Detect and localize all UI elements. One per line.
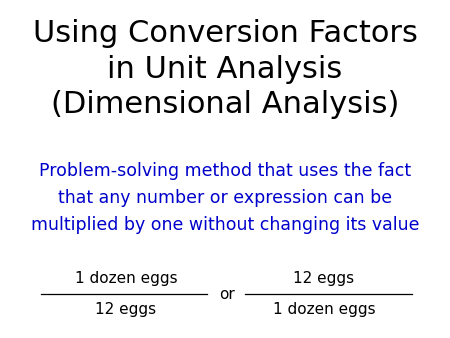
Text: or: or (220, 287, 235, 301)
Text: in Unit Analysis: in Unit Analysis (108, 55, 342, 84)
Text: that any number or expression can be: that any number or expression can be (58, 189, 392, 207)
Text: Problem-solving method that uses the fact: Problem-solving method that uses the fac… (39, 162, 411, 180)
Text: 1 dozen eggs: 1 dozen eggs (273, 302, 375, 317)
Text: Using Conversion Factors: Using Conversion Factors (32, 19, 418, 48)
Text: 12 eggs: 12 eggs (95, 302, 157, 317)
Text: 1 dozen eggs: 1 dozen eggs (75, 271, 177, 286)
Text: 12 eggs: 12 eggs (293, 271, 355, 286)
Text: (Dimensional Analysis): (Dimensional Analysis) (51, 90, 399, 119)
Text: multiplied by one without changing its value: multiplied by one without changing its v… (31, 216, 419, 234)
